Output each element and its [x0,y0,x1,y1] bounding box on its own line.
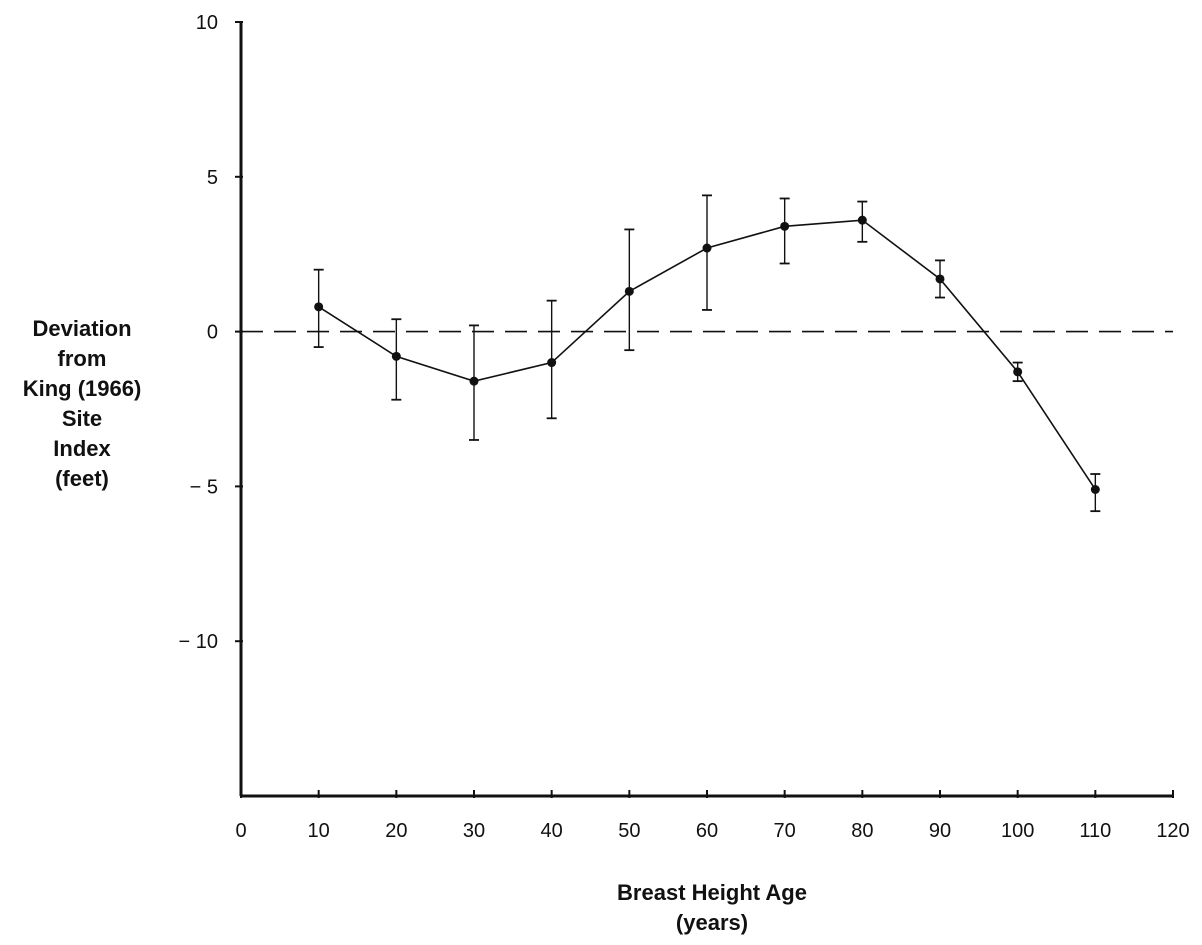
x-tick-label: 100 [1001,820,1034,842]
data-point [1013,367,1023,377]
y-tick-label: − 10 [179,631,218,653]
x-tick-label: 30 [463,820,485,842]
y-tick-label: − 5 [190,476,218,498]
x-tick-label: 50 [618,820,640,842]
x-tick-label: 70 [774,820,796,842]
y-tick-label: 5 [207,167,218,189]
x-tick-label: 60 [696,820,718,842]
y-axis-title-line: Deviation [32,316,131,341]
data-point [314,302,324,312]
data-point [391,351,401,361]
x-tick-label: 110 [1079,820,1111,842]
data-point [857,215,867,225]
data-point [702,243,712,253]
data-point [1090,484,1100,494]
x-tick-label: 80 [851,820,873,842]
data-point [547,358,557,368]
y-axis-title-line: (feet) [55,466,109,491]
data-point [624,286,634,296]
y-axis-title-line: Index [53,436,111,461]
error-bar [702,194,712,311]
x-axis-title-line: Breast Height Age [617,880,807,905]
y-tick-label: 10 [196,12,218,34]
y-axis-title-line: King (1966) [23,376,142,401]
y-axis-title-line: from [58,346,107,371]
data-point [935,274,945,284]
x-axis-title-line: (years) [676,910,748,935]
x-tick-label: 40 [541,820,563,842]
error-bar [779,197,790,265]
y-axis-title-line: Site [62,406,102,431]
x-tick-label: 90 [929,820,951,842]
x-tick-label: 120 [1156,820,1189,842]
data-point [780,221,790,231]
y-tick-label: 0 [207,322,218,344]
x-tick-label: 10 [308,820,330,842]
x-tick-label: 20 [385,820,407,842]
data-point [469,376,479,386]
x-tick-label: 0 [235,820,246,842]
